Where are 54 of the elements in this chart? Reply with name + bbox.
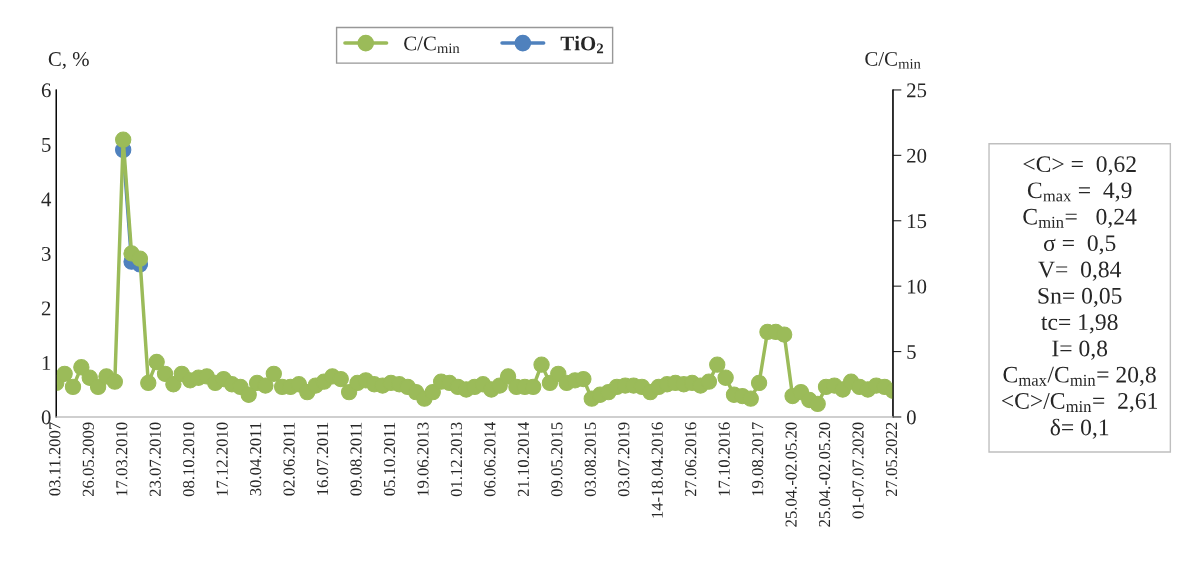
text: C$_{max}$ = 4,9: [1027, 182, 1132, 202]
x-tick-label: 17.10.2016: [718, 422, 730, 496]
y2-tick-label: 0: [906, 410, 916, 425]
x-tick-label: 02.06.2011: [283, 422, 295, 496]
x-tick-label: 21.10.2014: [517, 422, 530, 497]
legend-label: TiO$_{2}$: [560, 35, 604, 54]
x-tick-label: 30.04.2011: [249, 422, 262, 496]
y-tick-label: 4: [41, 192, 52, 207]
x-tick-label: 09.08.2011: [350, 422, 362, 496]
text: Sn= 0,05: [1038, 287, 1122, 308]
x-tick-label: 01-07.07.2020: [852, 422, 864, 519]
y-tick-label: 3: [41, 246, 51, 261]
x-tick-label: 08.10.2010: [183, 422, 195, 497]
y2-tick-label: 10: [907, 279, 927, 294]
x-tick-label: 16.07.2011: [316, 422, 329, 495]
x-tick-label: 03.11.2007: [49, 422, 61, 496]
y2-tick-label: 25: [907, 83, 927, 98]
text: C$_{max}$/C$_{min}$= 20,8: [1003, 366, 1156, 387]
x-tick-label: 17.03.2010: [116, 422, 128, 496]
x-tick-label: 25.04.-02.05.20: [785, 422, 797, 527]
y-tick-label: 2: [41, 301, 51, 316]
y-tick-label: 1: [42, 355, 51, 370]
y2-axis-title: C/C$_{min}$: [865, 51, 921, 69]
text: tc= 1,98: [1041, 314, 1118, 334]
text: δ= 0,1: [1050, 418, 1109, 439]
y2-tick-label: 5: [907, 345, 916, 359]
legend-label: C/C$_{min}$: [404, 36, 460, 54]
x-tick-label: 25.04.-02.05.20: [818, 422, 831, 527]
x-tick-label: 19.06.2013: [417, 422, 429, 496]
text: <C>/C$_{min}$= 2,61: [1002, 393, 1157, 413]
text: V= 0,84: [1038, 261, 1122, 281]
x-tick-label: 03.07.2019: [618, 422, 630, 497]
y-tick-label: 0: [41, 410, 51, 425]
x-tick-label: 14-18.04.2016: [651, 422, 663, 518]
x-tick-label: 23.07.2010: [149, 422, 161, 497]
x-tick-label: 03.08.2015: [584, 422, 596, 497]
x-tick-label: 05.10.2011: [383, 422, 396, 496]
x-tick-label: 17.12.2010: [216, 422, 228, 496]
y2-tick-label: 20: [907, 148, 927, 163]
x-tick-label: 19.08.2017: [752, 422, 764, 496]
y-axis-title: C, %: [48, 52, 89, 70]
y2-tick-label: 15: [907, 214, 927, 229]
y-tick-label: 5: [42, 138, 51, 152]
text: <C> = 0,62: [1023, 156, 1136, 176]
text: σ = 0,5: [1043, 235, 1116, 255]
x-tick-label: 01.12.2013: [450, 422, 463, 497]
text: I= 0,8: [1052, 340, 1108, 360]
y-tick-label: 6: [41, 83, 51, 98]
x-tick-label: 09.05.2015: [551, 422, 563, 497]
x-tick-label: 26.05.2009: [82, 422, 94, 497]
x-tick-label: 27.05.2022: [885, 422, 898, 497]
text: C$_{min}$= 0,24: [1023, 208, 1137, 229]
x-tick-label: 27.06.2016: [685, 422, 697, 497]
x-tick-label: 06.06.2014: [484, 422, 496, 497]
